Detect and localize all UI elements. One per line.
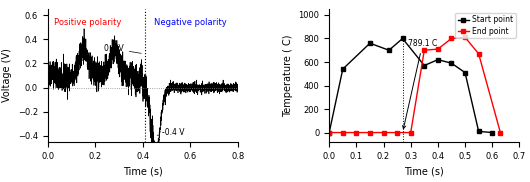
X-axis label: Time (s): Time (s) — [123, 166, 163, 176]
End point — [408, 131, 414, 134]
End point — [381, 131, 387, 134]
Text: 0.3 V: 0.3 V — [104, 44, 142, 53]
Start point — [489, 131, 496, 134]
Start point — [435, 59, 441, 61]
Start point — [367, 42, 373, 44]
Start point — [421, 64, 428, 67]
Start point — [386, 49, 392, 51]
Start point — [400, 37, 406, 40]
Text: 789.1 C: 789.1 C — [403, 39, 437, 129]
End point — [326, 131, 332, 134]
Legend: Start point, End point: Start point, End point — [455, 13, 516, 38]
End point — [421, 49, 428, 51]
End point — [448, 37, 455, 40]
Y-axis label: Temperature ( C): Temperature ( C) — [283, 34, 293, 117]
Start point — [326, 131, 332, 134]
Line: Start point: Start point — [327, 36, 494, 135]
Y-axis label: Voltage (V): Voltage (V) — [2, 49, 12, 102]
Start point — [475, 130, 482, 132]
End point — [462, 36, 468, 38]
End point — [367, 131, 373, 134]
Start point — [448, 62, 455, 64]
Start point — [340, 68, 346, 70]
Start point — [462, 72, 468, 74]
Text: Positive polarity: Positive polarity — [55, 18, 122, 27]
End point — [497, 131, 504, 134]
Text: Negative polarity: Negative polarity — [154, 18, 227, 27]
End point — [340, 131, 346, 134]
Line: End point: End point — [327, 35, 502, 135]
End point — [353, 131, 359, 134]
End point — [475, 53, 482, 55]
X-axis label: Time (s): Time (s) — [404, 166, 444, 176]
End point — [394, 131, 400, 134]
Text: -0.4 V: -0.4 V — [157, 128, 184, 137]
End point — [435, 48, 441, 50]
